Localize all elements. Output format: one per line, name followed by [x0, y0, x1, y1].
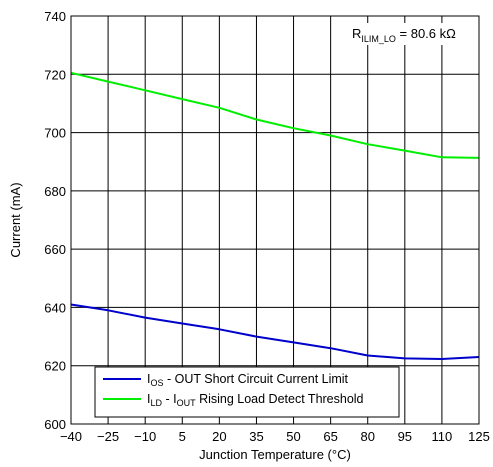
legend-1-rest: Rising Load Detect Threshold [196, 392, 364, 406]
annotation-subscript: ILIM_LO [361, 34, 396, 44]
grid-lines [71, 16, 479, 424]
x-axis-title: Junction Temperature (°C) [199, 447, 351, 462]
legend-1-sub: LD [150, 398, 162, 408]
x-tick-label: 110 [432, 429, 453, 444]
x-tick-label: 95 [398, 429, 412, 444]
y-tick-label: 700 [44, 126, 66, 141]
annotation-main: R [352, 26, 361, 41]
x-tick-label: 20 [212, 429, 226, 444]
y-tick-label: 720 [44, 67, 66, 82]
y-axis-title: Current (mA) [8, 182, 23, 257]
y-tick-label: 640 [44, 300, 66, 315]
legend-1-main: I [147, 392, 150, 406]
y-tick-label: 740 [44, 9, 66, 24]
legend-1-mid: - I [162, 392, 177, 406]
x-tick-label: 5 [179, 429, 186, 444]
legend-label-load-detect: ILD - IOUT Rising Load Detect Threshold [147, 392, 364, 408]
y-tick-label: 680 [44, 184, 66, 199]
x-tick-label: 80 [360, 429, 374, 444]
series-line-load-detect [70, 71, 480, 159]
annotation-value: = 80.6 kΩ [396, 26, 456, 41]
annotation-background [345, 23, 473, 45]
series-layer [70, 71, 480, 360]
legend: IOS - OUT Short Circuit Current Limit IL… [94, 366, 400, 418]
resistance-annotation: RILIM_LO = 80.6 kΩ [345, 23, 473, 45]
x-tick-label: −40 [60, 429, 82, 444]
series-line-short-circuit [70, 303, 480, 360]
tick-labels: −40 −25 −10 5 20 35 50 65 80 95 110 125 600 620 640 660… [44, 9, 490, 444]
legend-0-rest: - OUT Short Circuit Current Limit [164, 372, 349, 386]
legend-1-sub2: OUT [177, 398, 197, 408]
y-tick-label: 660 [44, 242, 66, 257]
x-tick-label: 125 [468, 429, 490, 444]
legend-0-sub: OS [150, 378, 163, 388]
legend-label-short-circuit: IOS - OUT Short Circuit Current Limit [147, 372, 349, 388]
y-tick-label: 600 [44, 417, 66, 432]
y-tick-label: 620 [44, 359, 66, 374]
x-tick-label: 65 [323, 429, 337, 444]
legend-0-main: I [147, 372, 150, 386]
plot-frame [70, 15, 480, 425]
x-tick-label: 50 [286, 429, 300, 444]
x-tick-label: 35 [249, 429, 263, 444]
x-tick-label: −10 [134, 429, 156, 444]
legend-box [94, 366, 400, 418]
x-tick-label: −25 [97, 429, 119, 444]
annotation-text: RILIM_LO = 80.6 kΩ [352, 26, 456, 44]
